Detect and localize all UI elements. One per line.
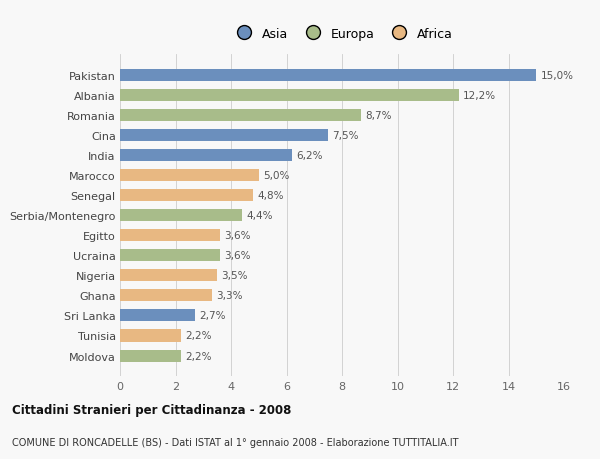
Bar (120, 70, 536, 82)
Text: 3,5%: 3,5% (221, 271, 248, 281)
Text: 8,7%: 8,7% (365, 111, 392, 121)
Text: 4,4%: 4,4% (246, 211, 273, 221)
Legend: Asia, Europa, Africa: Asia, Europa, Africa (227, 23, 458, 46)
Text: 6,2%: 6,2% (296, 151, 323, 161)
Text: Cittadini Stranieri per Cittadinanza - 2008: Cittadini Stranieri per Cittadinanza - 2… (12, 403, 292, 416)
Bar (120, 90, 458, 102)
Bar (120, 250, 220, 262)
Bar (120, 350, 181, 362)
Text: COMUNE DI RONCADELLE (BS) - Dati ISTAT al 1° gennaio 2008 - Elaborazione TUTTITA: COMUNE DI RONCADELLE (BS) - Dati ISTAT a… (12, 437, 458, 447)
Text: 7,5%: 7,5% (332, 131, 359, 141)
Text: 12,2%: 12,2% (463, 91, 496, 101)
Bar (120, 230, 220, 242)
Bar (120, 130, 328, 142)
Text: 4,8%: 4,8% (257, 191, 284, 201)
Bar (120, 290, 212, 302)
Bar (120, 330, 181, 342)
Bar (120, 110, 361, 122)
Text: 2,2%: 2,2% (185, 351, 212, 361)
Text: 3,6%: 3,6% (224, 231, 251, 241)
Text: 2,2%: 2,2% (185, 331, 212, 341)
Bar (120, 210, 242, 222)
Text: 3,3%: 3,3% (216, 291, 242, 301)
Bar (120, 190, 253, 202)
Text: 2,7%: 2,7% (199, 311, 226, 321)
Text: 15,0%: 15,0% (541, 71, 574, 81)
Bar (120, 150, 292, 162)
Text: 5,0%: 5,0% (263, 171, 289, 181)
Bar (120, 270, 217, 282)
Bar (120, 310, 195, 322)
Text: 3,6%: 3,6% (224, 251, 251, 261)
Bar (120, 170, 259, 182)
